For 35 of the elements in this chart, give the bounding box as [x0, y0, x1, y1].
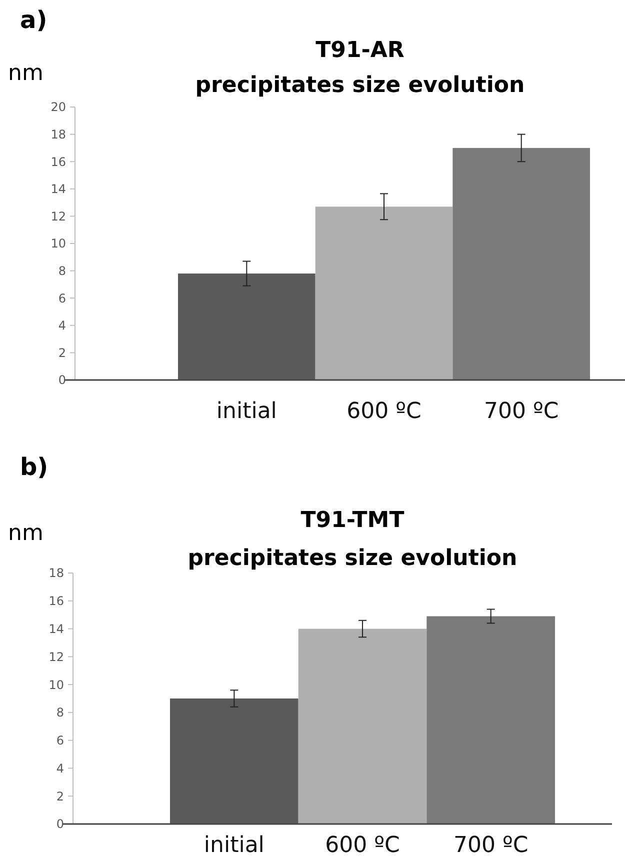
y-tick-label: 18: [50, 128, 66, 142]
x-tick-label: 600 ºC: [346, 399, 422, 424]
y-axis-title: nm: [8, 61, 44, 86]
y-tick-label: 6: [56, 734, 64, 748]
y-tick-label: 12: [50, 209, 66, 224]
y-tick-label: 14: [48, 622, 64, 636]
y-tick-label: 10: [48, 678, 64, 692]
y-tick-label: 4: [58, 318, 66, 333]
chart-subtitle: precipitates size evolution: [188, 546, 518, 571]
chart-title: T91-AR: [316, 38, 404, 63]
y-tick-label: 16: [48, 594, 64, 608]
chart-title: T91-TMT: [300, 508, 404, 533]
x-tick-label: initial: [204, 833, 264, 858]
y-axis-title: nm: [8, 521, 44, 546]
x-tick-label: 700 ºC: [453, 833, 528, 858]
y-tick-label: 0: [58, 373, 66, 388]
y-tick-label: 12: [48, 650, 64, 664]
x-tick-label: initial: [216, 399, 277, 424]
y-tick-label: 0: [56, 817, 64, 832]
y-tick-label: 20: [50, 100, 66, 114]
text: b): [20, 453, 48, 481]
x-tick-label: 700 ºC: [484, 399, 559, 424]
text: a): [20, 6, 48, 34]
y-tick-label: 10: [50, 236, 66, 251]
y-tick-label: 2: [56, 789, 64, 804]
y-tick-label: 16: [50, 154, 66, 169]
y-tick-label: 14: [50, 182, 66, 196]
y-tick-label: 18: [48, 566, 64, 580]
x-tick-label: 600 ºC: [325, 833, 400, 858]
y-tick-label: 8: [58, 264, 66, 278]
chart-subtitle: precipitates size evolution: [195, 73, 525, 98]
y-tick-label: 8: [56, 706, 64, 720]
y-tick-label: 2: [58, 346, 66, 360]
y-tick-label: 6: [58, 291, 66, 306]
y-tick-label: 4: [56, 761, 64, 776]
